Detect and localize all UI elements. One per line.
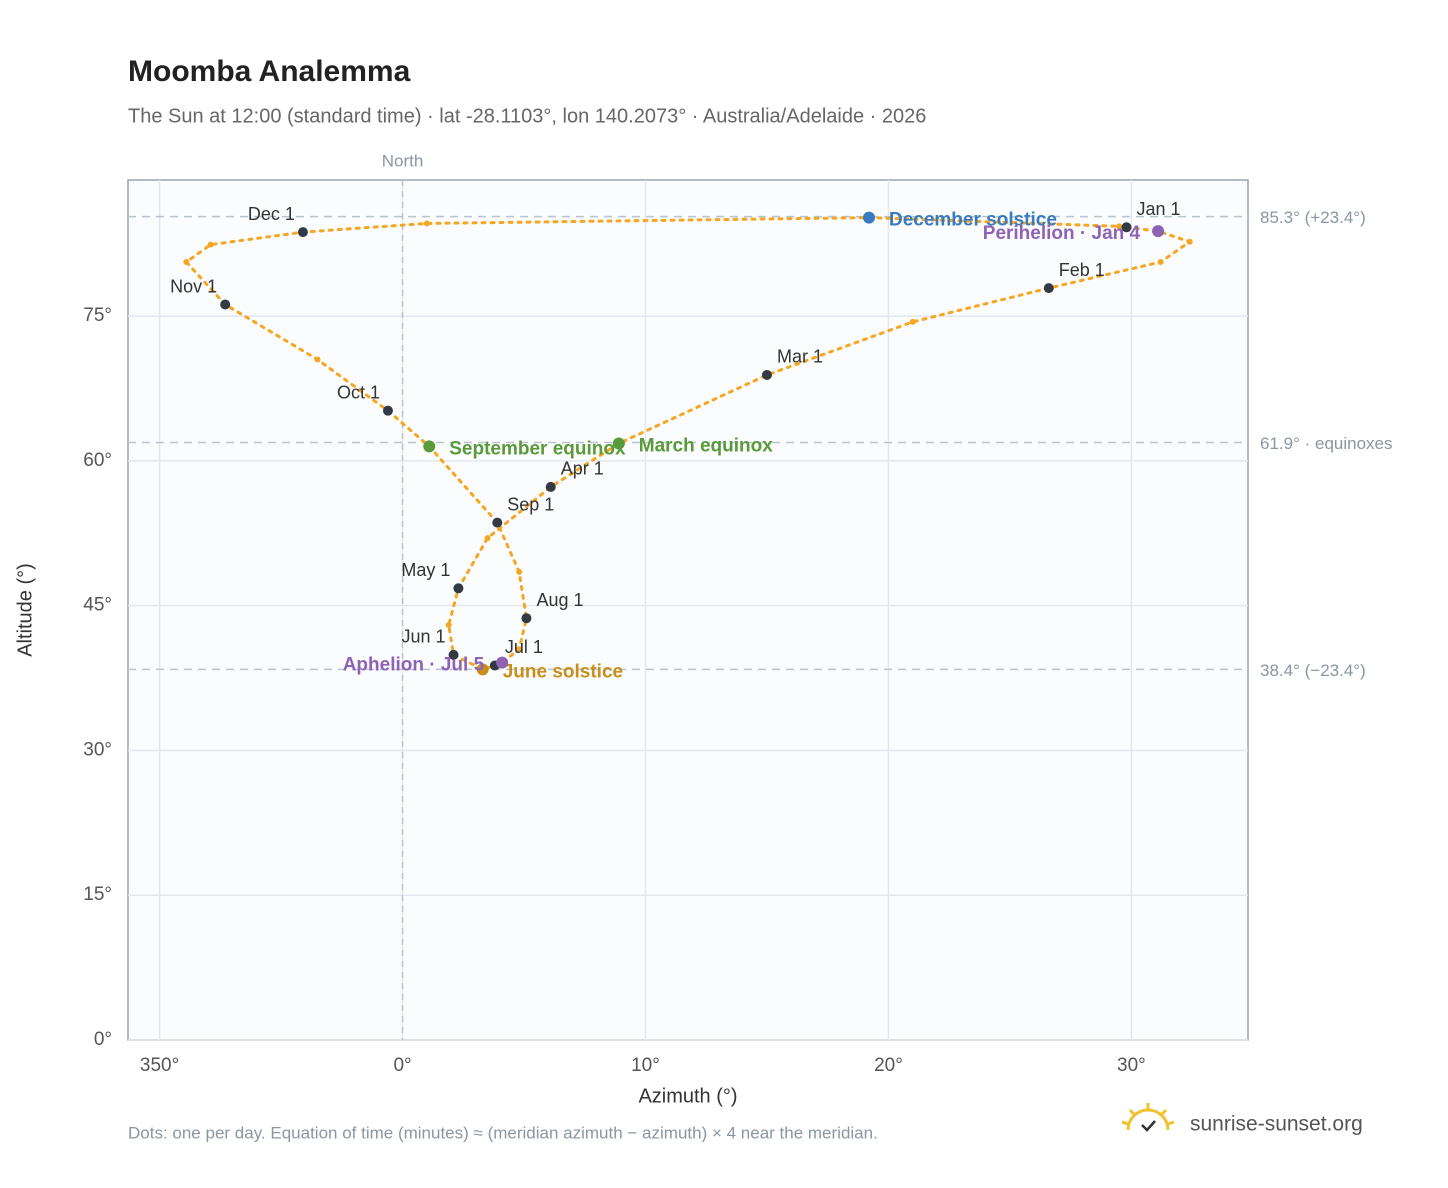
day-dot [423,220,430,227]
month-label: Aug 1 [536,590,583,610]
day-dot [207,241,214,248]
event-marker [496,656,509,669]
month-label: Oct 1 [337,382,380,402]
month-marker [521,613,532,624]
month-label: May 1 [401,560,450,580]
month-marker [761,369,772,380]
footnote: Dots: one per day. Equation of time (min… [128,1123,878,1142]
day-dot [909,318,916,325]
month-label: Jan 1 [1137,199,1181,219]
month-marker [220,299,231,310]
month-marker [453,583,464,594]
event-label: June solstice [503,661,623,682]
month-label: Apr 1 [561,459,604,479]
y-tick-label: 0° [94,1029,112,1050]
month-label: Jul 1 [505,637,543,657]
event-label: March equinox [639,436,774,457]
event-marker [423,440,436,453]
y-tick-label: 30° [83,739,112,760]
month-label: Sep 1 [507,494,554,514]
y-tick-label: 45° [83,595,112,616]
day-dot [314,356,321,363]
day-dot [1186,238,1193,245]
y-tick-label: 60° [83,450,112,471]
event-label: Aphelion · Jul 5 [343,655,485,676]
day-dot [516,568,523,575]
reference-label: 38.4° (−23.4°) [1260,661,1366,680]
event-label: December solstice [889,210,1057,231]
brand-logo [1121,1103,1175,1132]
x-tick-label: 10° [631,1055,660,1076]
month-label: Jun 1 [402,627,446,647]
brand: sunrise-sunset.org [1190,1113,1363,1136]
y-tick-label: 75° [83,305,112,326]
month-marker [1043,283,1054,294]
reference-label: 61.9° · equinoxes [1260,434,1393,453]
day-dot [445,621,452,628]
day-dot [1116,223,1123,230]
y-axis-label: Altitude (°) [14,563,36,657]
month-marker [492,517,503,528]
plot-area [127,179,1249,1041]
event-marker [612,437,625,450]
day-dot [1157,259,1164,266]
x-axis-label: Azimuth (°) [638,1085,737,1107]
day-dot [516,646,523,653]
month-marker [545,481,556,492]
month-marker [382,405,393,416]
month-marker [297,227,308,238]
event-label: September equinox [449,438,626,459]
x-tick-label: 350° [140,1055,179,1076]
chart-subtitle: The Sun at 12:00 (standard time) · lat -… [128,105,926,127]
x-tick-label: 30° [1117,1055,1146,1076]
day-dot [183,259,190,266]
north-label: North [382,151,424,170]
x-tick-label: 0° [393,1055,411,1076]
event-marker [1152,225,1165,238]
event-label: Perihelion · Jan 4 [983,223,1141,244]
event-marker [476,663,489,676]
month-label: Mar 1 [777,347,823,367]
reference-label: 85.3° (+23.4°) [1260,208,1366,227]
month-label: Feb 1 [1059,260,1105,280]
day-dot [484,535,491,542]
x-tick-label: 20° [874,1055,903,1076]
month-label: Nov 1 [170,276,217,296]
month-label: Dec 1 [248,204,295,224]
month-marker [448,649,459,660]
month-marker [1121,222,1132,233]
event-marker [862,211,875,224]
chart-title: Moomba Analemma [128,55,411,88]
y-tick-label: 15° [83,884,112,905]
